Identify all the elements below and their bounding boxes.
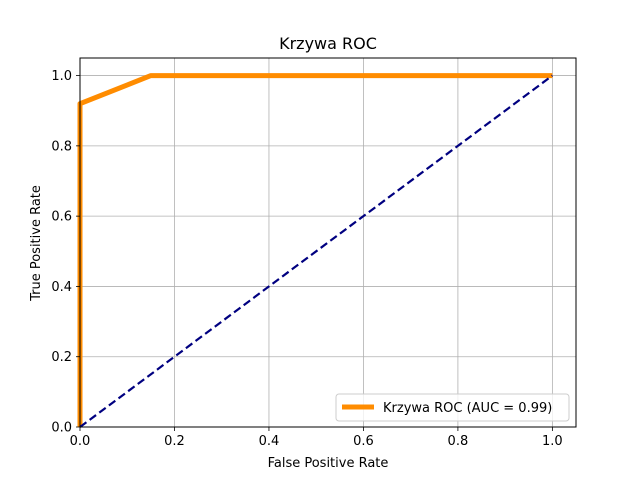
y-axis-label: True Positive Rate <box>29 185 44 302</box>
random-baseline-line <box>79 74 554 428</box>
y-tick-label: 0.2 <box>51 350 72 365</box>
grid <box>79 58 576 428</box>
axis-ticks: 0.0 0.2 0.4 0.6 0.8 1.0 0.0 0.2 0.4 0.6 0.8 1.0 <box>51 69 562 449</box>
x-tick-label: 0.0 <box>70 434 91 449</box>
y-tick-label: 0.0 <box>51 421 72 436</box>
y-tick-label: 0.8 <box>51 139 72 154</box>
x-tick-label: 0.6 <box>353 434 374 449</box>
plot-frame <box>79 57 577 428</box>
x-tick-label: 0.2 <box>164 434 185 449</box>
y-tick-label: 1.0 <box>51 69 72 84</box>
x-tick-label: 0.8 <box>448 434 469 449</box>
y-tick-label: 0.6 <box>51 210 72 225</box>
x-tick-label: 1.0 <box>542 434 563 449</box>
x-axis-label: False Positive Rate <box>268 456 389 471</box>
legend: Krzywa ROC (AUC = 0.99) <box>335 393 570 422</box>
chart-title: Krzywa ROC <box>279 34 377 53</box>
legend-label-roc: Krzywa ROC (AUC = 0.99) <box>383 401 552 416</box>
legend-box <box>335 393 570 422</box>
y-tick-label: 0.4 <box>51 280 72 295</box>
x-tick-label: 0.4 <box>259 434 280 449</box>
